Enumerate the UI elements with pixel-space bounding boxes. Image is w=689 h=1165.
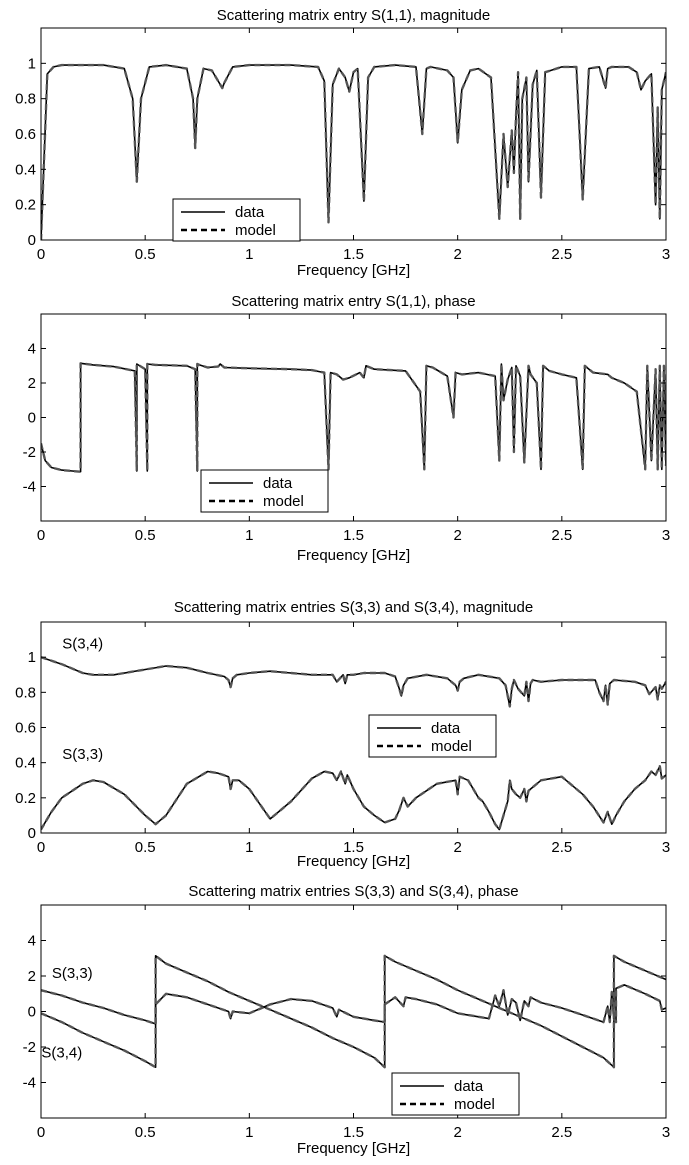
legend-label-model: model [454, 1096, 495, 1113]
x-axis-label: Frequency [GHz] [297, 547, 410, 564]
x-tick-label: 1.5 [343, 246, 364, 263]
legend-label-data: data [454, 1078, 484, 1095]
series-label: S(3,4) [62, 635, 103, 652]
x-tick-label: 2 [453, 1124, 461, 1141]
y-tick-label: 0.8 [15, 91, 36, 108]
y-tick-label: -4 [23, 479, 36, 496]
legend-box [172, 198, 301, 242]
y-tick-label: 0.4 [15, 161, 36, 178]
x-tick-label: 2 [453, 527, 461, 544]
y-tick-label: 0.2 [15, 790, 36, 807]
y-tick-label: 0.8 [15, 684, 36, 701]
chart-panel-3: Scattering matrix entries S(3,3) and S(3… [15, 599, 670, 870]
series-line-model [41, 362, 666, 473]
chart-title: Scattering matrix entries S(3,3) and S(3… [188, 883, 518, 900]
series-line-model [41, 63, 666, 240]
x-tick-label: 3 [662, 839, 670, 856]
series-line-model-S33 [41, 765, 666, 831]
legend-label-model: model [263, 493, 304, 510]
x-tick-label: 0.5 [135, 246, 156, 263]
y-tick-label: 1 [28, 55, 36, 72]
series-label: S(3,4) [41, 1045, 82, 1062]
x-tick-label: 1 [245, 527, 253, 544]
legend-box [368, 714, 497, 758]
legend-label-model: model [235, 222, 276, 239]
x-axis-label: Frequency [GHz] [297, 1140, 410, 1157]
x-tick-label: 2.5 [551, 246, 572, 263]
y-tick-label: -2 [23, 444, 36, 461]
x-tick-label: 1 [245, 839, 253, 856]
y-tick-label: 4 [28, 341, 36, 358]
legend-label-data: data [235, 204, 265, 221]
series-label: S(3,3) [62, 746, 103, 763]
x-tick-label: 0 [37, 839, 45, 856]
y-tick-label: 0 [28, 825, 36, 842]
x-tick-label: 0 [37, 1124, 45, 1141]
series-line-model-S33 [41, 983, 666, 1026]
x-tick-label: 0.5 [135, 527, 156, 544]
y-tick-label: -4 [23, 1075, 36, 1092]
x-tick-label: 3 [662, 527, 670, 544]
y-tick-label: 0.6 [15, 126, 36, 143]
x-tick-label: 3 [662, 246, 670, 263]
y-tick-label: 2 [28, 375, 36, 392]
plot-frame [40, 621, 667, 834]
x-tick-label: 2.5 [551, 839, 572, 856]
chart-title: Scattering matrix entry S(1,1), magnitud… [217, 7, 490, 24]
chart-panel-1: Scattering matrix entry S(1,1), magnitud… [15, 7, 670, 279]
series-line-model-S34 [41, 656, 666, 708]
x-tick-label: 2.5 [551, 527, 572, 544]
x-tick-label: 2 [453, 839, 461, 856]
legend-box [200, 469, 329, 513]
y-tick-label: 0.6 [15, 720, 36, 737]
series-line-data [41, 362, 666, 473]
x-tick-label: 3 [662, 1124, 670, 1141]
y-tick-label: 0 [28, 1004, 36, 1021]
y-tick-label: -2 [23, 1039, 36, 1056]
y-tick-label: 0.2 [15, 197, 36, 214]
y-tick-label: 0 [28, 232, 36, 249]
series-line-data-S34 [41, 656, 666, 708]
x-tick-label: 0.5 [135, 839, 156, 856]
legend-box [391, 1072, 520, 1116]
x-axis-label: Frequency [GHz] [297, 853, 410, 870]
x-tick-label: 0 [37, 527, 45, 544]
series-line-data-S33 [41, 984, 666, 1025]
y-tick-label: 0 [28, 410, 36, 427]
x-axis-label: Frequency [GHz] [297, 262, 410, 279]
legend-label-model: model [431, 738, 472, 755]
y-tick-label: 4 [28, 933, 36, 950]
plot-frame [40, 313, 667, 522]
chart-panel-2: Scattering matrix entry S(1,1), phase 0 0.… [23, 293, 671, 564]
x-tick-label: 1.5 [343, 527, 364, 544]
x-tick-label: 0 [37, 246, 45, 263]
y-tick-label: 2 [28, 968, 36, 985]
legend-label-data: data [431, 720, 461, 737]
x-tick-label: 0.5 [135, 1124, 156, 1141]
series-line-data-S33 [41, 765, 666, 831]
chart-title: Scattering matrix entries S(3,3) and S(3… [174, 599, 533, 616]
x-tick-label: 2 [453, 246, 461, 263]
y-tick-label: 0.4 [15, 755, 36, 772]
y-tick-label: 1 [28, 649, 36, 666]
chart-title: Scattering matrix entry S(1,1), phase [231, 293, 475, 310]
series-line-model-S34 [41, 954, 666, 1069]
x-tick-label: 1 [245, 246, 253, 263]
x-tick-label: 1.5 [343, 1124, 364, 1141]
series-label: S(3,3) [52, 965, 93, 982]
x-tick-label: 1.5 [343, 839, 364, 856]
legend-label-data: data [263, 475, 293, 492]
chart-panel-4: Scattering matrix entries S(3,3) and S(3… [23, 883, 671, 1157]
x-tick-label: 2.5 [551, 1124, 572, 1141]
x-tick-label: 1 [245, 1124, 253, 1141]
